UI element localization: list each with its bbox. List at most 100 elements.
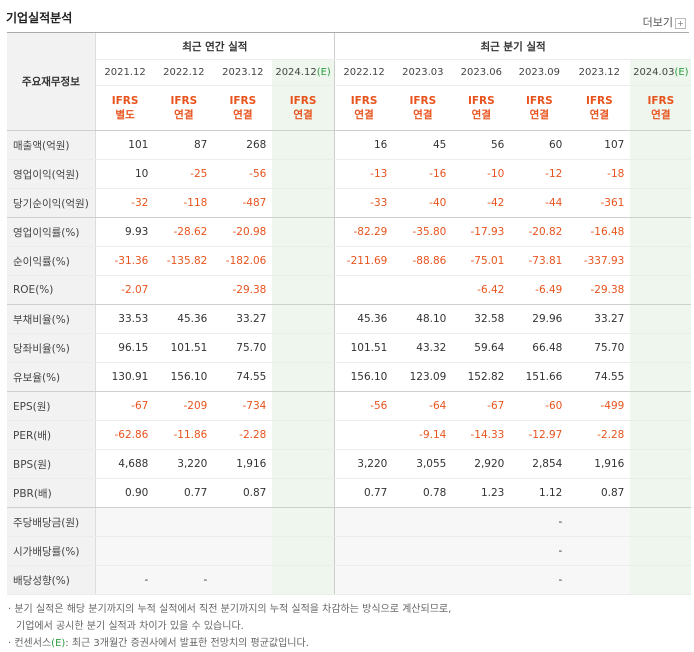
value-cell: -75.01: [452, 246, 511, 276]
value-cell: [630, 246, 692, 276]
value-cell: 2,854: [510, 449, 569, 479]
consolidation-label: 연결: [529, 109, 549, 121]
value-cell: 33.27: [568, 304, 631, 334]
value-cell: [452, 565, 511, 595]
value-cell: -211.69: [333, 246, 394, 276]
value-cell: 66.48: [510, 333, 569, 363]
value-cell: 101.51: [333, 333, 394, 363]
value-cell: 0.87: [213, 478, 273, 508]
consolidation-label: 연결: [589, 109, 609, 121]
period-header: 2022.12: [333, 59, 394, 86]
value-cell: [630, 217, 692, 247]
value-cell: 1,916: [568, 449, 631, 479]
value-cell: -6.42: [452, 275, 511, 305]
value-cell: [154, 507, 214, 537]
plus-icon: +: [675, 17, 686, 29]
value-cell: -28.62: [154, 217, 214, 247]
value-cell: [333, 536, 394, 566]
value-cell: [272, 130, 335, 160]
value-cell: -31.36: [95, 246, 155, 276]
value-cell: [272, 159, 335, 189]
value-cell: [213, 507, 273, 537]
estimate-marker: (E): [316, 67, 331, 78]
value-cell: 1.23: [452, 478, 511, 508]
value-cell: 0.77: [154, 478, 214, 508]
row-label: 주당배당금(원): [7, 507, 96, 537]
row-label: 시가배당률(%): [7, 536, 96, 566]
period-label: 2023.03: [402, 67, 444, 78]
value-cell: [95, 507, 155, 537]
table-row: 유보율(%) 130.91 156.10 74.55 156.10 123.09 152.8…: [7, 362, 692, 392]
table-row: PBR(배) 0.90 0.77 0.87 0.77 0.78 1.23 1.12 0.87: [7, 478, 692, 508]
value-cell: -16.48: [568, 217, 631, 247]
value-cell: -16: [393, 159, 453, 189]
period-header: 2023.12: [568, 59, 631, 86]
value-cell: [630, 362, 692, 392]
value-cell: [630, 304, 692, 334]
accounting-type-header: IFRS 별도: [95, 85, 155, 131]
period-label: 2021.12: [104, 67, 146, 78]
value-cell: -14.33: [452, 420, 511, 450]
value-cell: [568, 536, 631, 566]
period-header: 2021.12: [95, 59, 155, 86]
table-row: 매출액(억원) 101 87 268 16 45 56 60 107: [7, 130, 692, 160]
table-row: 영업이익(억원) 10 -25 -56 -13 -16 -10 -12 -18: [7, 159, 692, 189]
period-header: 2022.12: [154, 59, 214, 86]
consolidation-label: 연결: [413, 109, 433, 121]
value-cell: -337.93: [568, 246, 631, 276]
value-cell: 107: [568, 130, 631, 160]
value-cell: [213, 565, 273, 595]
table-row: 순이익률(%) -31.36 -135.82 -182.06 -211.69 -88.86…: [7, 246, 692, 276]
value-cell: [333, 507, 394, 537]
value-cell: -64: [393, 391, 453, 421]
value-cell: 45: [393, 130, 453, 160]
value-cell: 74.55: [213, 362, 273, 392]
value-cell: [393, 275, 453, 305]
row-label: 당기순이익(억원): [7, 188, 96, 218]
value-cell: 43.32: [393, 333, 453, 363]
ifrs-label: IFRS: [409, 95, 437, 107]
value-cell: -20.98: [213, 217, 273, 247]
accounting-type-header: IFRS 연결: [568, 85, 631, 131]
value-cell: 3,220: [154, 449, 214, 479]
period-header: 2023.12: [213, 59, 273, 86]
value-cell: [630, 333, 692, 363]
value-cell: -487: [213, 188, 273, 218]
financial-table: 주요재무정보 최근 연간 실적 최근 분기 실적 2021.12 2022.12 2…: [7, 33, 692, 595]
value-cell: 45.36: [154, 304, 214, 334]
value-cell: 156.10: [154, 362, 214, 392]
value-cell: -2.28: [568, 420, 631, 450]
value-cell: -29.38: [568, 275, 631, 305]
value-cell: -42: [452, 188, 511, 218]
table-row: 주당배당금(원) -: [7, 507, 692, 537]
more-link[interactable]: 더보기 +: [643, 14, 686, 30]
value-cell: 156.10: [333, 362, 394, 392]
row-label: 당좌비율(%): [7, 333, 96, 363]
value-cell: 101: [95, 130, 155, 160]
value-cell: -67: [95, 391, 155, 421]
value-cell: -: [510, 536, 569, 566]
footnote-3: · 컨센서스(E): 최근 3개월간 증권사에서 발표한 전망치의 평균값입니다…: [8, 635, 451, 652]
value-cell: -35.80: [393, 217, 453, 247]
value-cell: [630, 449, 692, 479]
value-cell: 16: [333, 130, 394, 160]
value-cell: -: [510, 507, 569, 537]
value-cell: -82.29: [333, 217, 394, 247]
ifrs-label: IFRS: [170, 95, 198, 107]
period-label: 2023.12: [578, 67, 620, 78]
estimate-marker: (E): [674, 67, 689, 78]
value-cell: [272, 565, 335, 595]
accounting-type-header: IFRS 연결: [510, 85, 569, 131]
footnote-1: · 분기 실적은 해당 분기까지의 누적 실적에서 직전 분기까지의 누적 실적…: [8, 604, 452, 615]
value-cell: 123.09: [393, 362, 453, 392]
value-cell: -2.28: [213, 420, 273, 450]
value-cell: [630, 275, 692, 305]
value-cell: -2.07: [95, 275, 155, 305]
value-cell: 4,688: [95, 449, 155, 479]
value-cell: -182.06: [213, 246, 273, 276]
value-cell: 87: [154, 130, 214, 160]
value-cell: [272, 217, 335, 247]
value-cell: [630, 420, 692, 450]
table-row: 배당성향(%) - - -: [7, 565, 692, 595]
value-cell: -29.38: [213, 275, 273, 305]
